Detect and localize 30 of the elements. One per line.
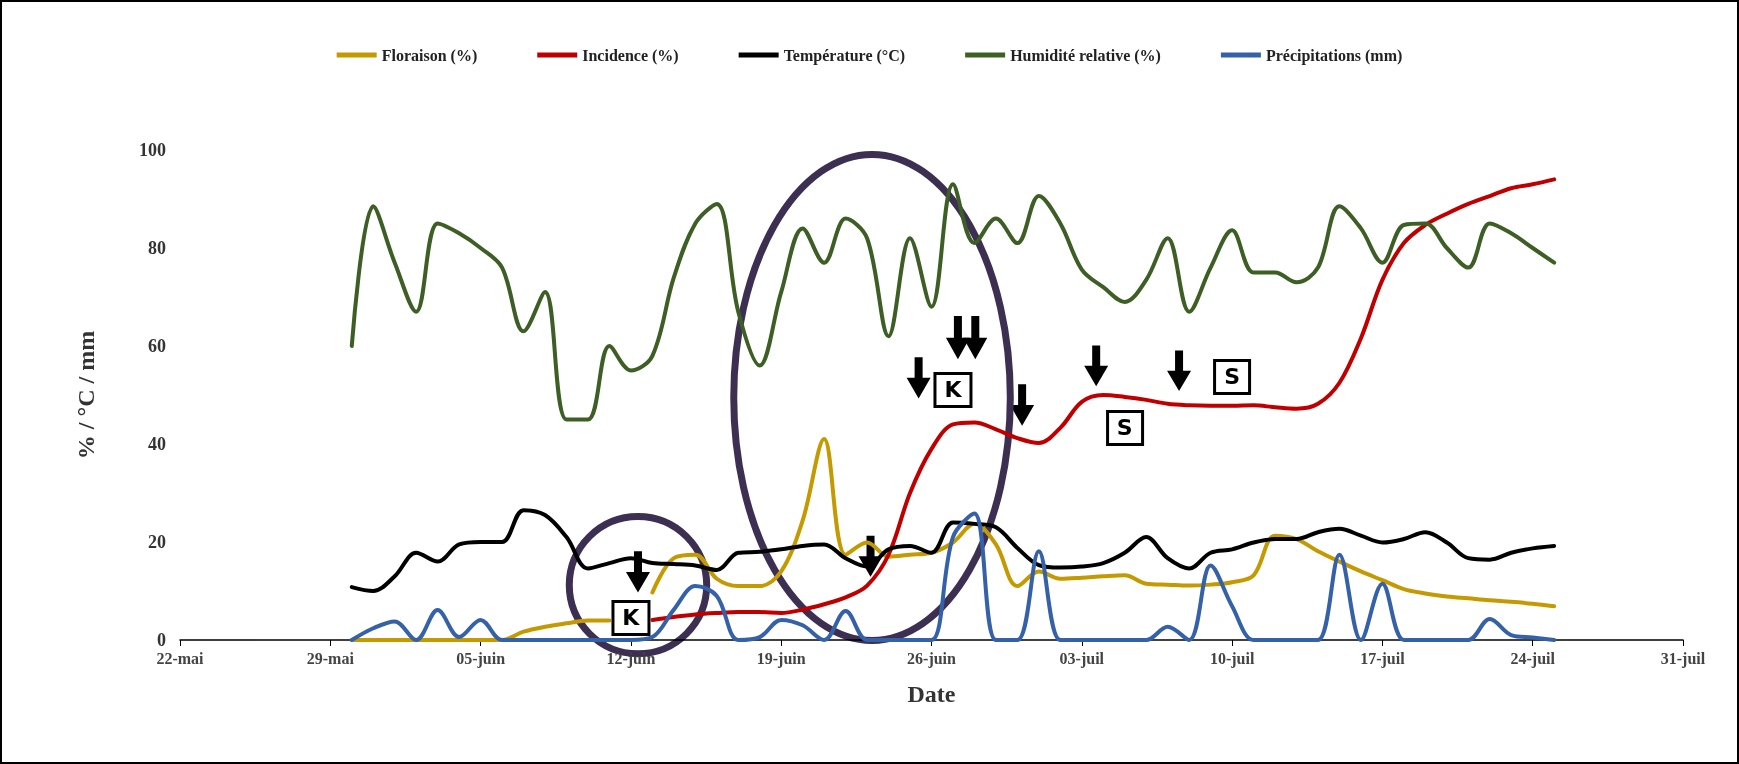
x-tick-label: 05-juin (456, 649, 506, 668)
y-axis-title: % / °C / mm (73, 330, 99, 460)
x-tick-label: 29-mai (306, 649, 355, 667)
x-tick-label: 10-juil (1209, 649, 1255, 668)
y-tick-label: 80 (148, 238, 166, 258)
x-tick-label: 24-juil (1510, 649, 1556, 668)
legend-label: Incidence (%) (582, 46, 679, 65)
line-series (349, 511, 1557, 642)
x-tick-label: 17-juil (1360, 649, 1406, 668)
line-series (650, 177, 1557, 622)
y-tick-label: 100 (139, 140, 166, 160)
y-tick-label: 0 (157, 630, 166, 650)
line-series (349, 508, 1557, 593)
y-tick-label: 60 (148, 336, 166, 356)
annotation: K (933, 372, 973, 409)
legend-label: Température (°C) (783, 46, 906, 65)
annotation: S (1213, 358, 1252, 395)
x-tick-label: 03-juil (1059, 649, 1105, 668)
y-tick-label: 20 (148, 532, 166, 552)
legend-label: Floraison (%) (381, 46, 478, 65)
legend-label: Précipitations (mm) (1265, 46, 1403, 65)
x-tick-label: 22-mai (156, 649, 205, 667)
annotation: K (611, 599, 651, 636)
x-tick-label: 19-juin (756, 649, 806, 668)
y-tick-label: 40 (148, 434, 166, 454)
legend-label: Humidité relative (%) (1010, 46, 1161, 65)
x-tick-label: 31-juil (1660, 649, 1706, 668)
annotation: S (1105, 409, 1144, 446)
x-tick-label: 26-juin (907, 649, 957, 668)
x-axis-title: Date (907, 681, 956, 707)
